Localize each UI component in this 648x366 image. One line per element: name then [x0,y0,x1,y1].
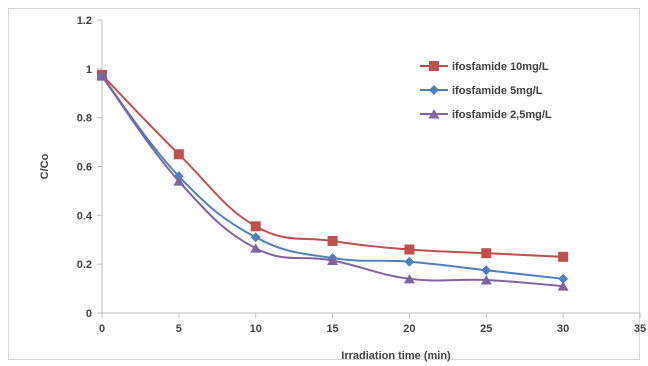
legend-marker [429,61,439,71]
data-point-square [481,248,492,259]
y-tick-label: 1.2 [77,15,92,27]
data-point-diamond [558,273,569,284]
axes [101,20,640,314]
data-point-triangle [403,273,415,284]
legend-label: ifosfamide 5mg/L [452,85,543,97]
data-point-triangle [327,255,339,266]
data-point-triangle [250,243,262,253]
x-tick-label: 5 [176,323,182,335]
legend-item: ifosfamide 5mg/L [420,85,543,97]
series-1 [97,69,569,262]
legend-item: ifosfamide 10mg/L [420,61,549,73]
legend-marker [428,109,440,119]
y-tick-label: 0.6 [77,162,92,174]
data-point-square [250,221,261,232]
data-point-triangle [480,275,492,285]
x-tick-label: 10 [250,323,262,335]
x-tick-label: 0 [99,323,105,335]
x-axis-title: Irradiation time (min) [341,350,451,362]
y-tick-label: 0.4 [77,210,93,222]
y-tick-label: 0.8 [77,113,92,125]
x-tick-label: 15 [326,323,338,335]
legend-item: ifosfamide 2,5mg/L [420,109,552,121]
data-point-triangle [173,176,185,186]
series-2 [97,71,569,284]
x-tick-label: 30 [557,323,569,335]
series-line [101,74,564,258]
legend: ifosfamide 10mg/L ifosfamide 5mg/L ifosfam… [420,61,552,121]
data-point-diamond [250,232,261,243]
data-point-square [327,235,338,246]
data-point-diamond [404,256,415,267]
y-axis-ticks: 0 0.2 0.4 0.6 0.8 1 1.2 [77,15,102,320]
y-tick-label: 0.2 [77,259,92,271]
x-tick-label: 25 [480,323,492,335]
data-point-triangle [96,71,108,81]
y-tick-label: 1 [86,64,92,76]
series-line [101,75,564,280]
series-3 [96,71,569,291]
data-point-square [404,244,415,255]
y-tick-label: 0 [86,308,92,320]
legend-marker [429,85,439,95]
x-tick-label: 20 [403,323,415,335]
y-axis-title: C/Co [39,153,51,179]
data-point-square [173,149,184,160]
data-point-square [558,251,569,262]
legend-label: ifosfamide 2,5mg/L [452,109,552,121]
legend-label: ifosfamide 10mg/L [452,61,549,73]
x-axis-ticks: 0 5 10 15 20 25 30 35 [99,313,646,335]
series-layer [96,69,569,291]
chart-frame [8,8,640,360]
data-point-diamond [481,265,492,276]
data-point-triangle [557,281,569,291]
x-tick-label: 35 [634,323,646,335]
